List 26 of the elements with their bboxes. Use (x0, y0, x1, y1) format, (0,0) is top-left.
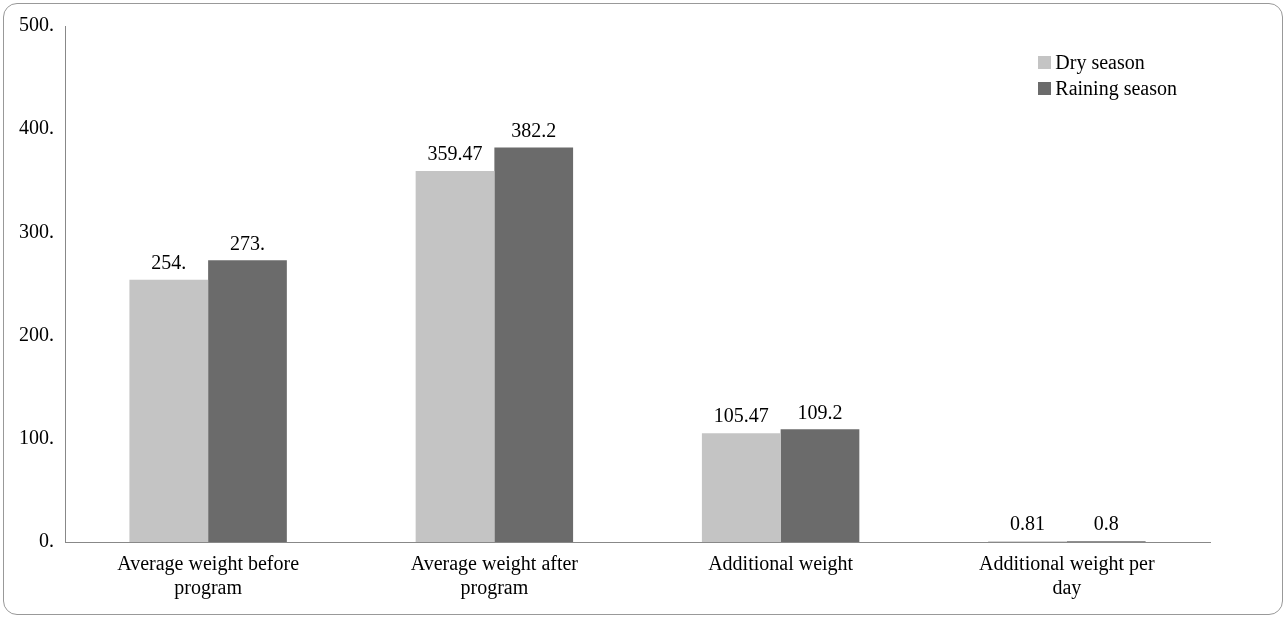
data-label: 359.47 (427, 142, 483, 165)
data-label: 0.8 (1093, 512, 1119, 535)
x-tick-label: Additional weight (708, 552, 854, 576)
bar (208, 260, 287, 542)
y-tick-label: 200. (19, 322, 54, 345)
bar (701, 433, 781, 542)
x-tick-label: Average weight before program (117, 552, 300, 600)
y-tick-label: 100. (19, 426, 54, 449)
data-label: 273. (229, 231, 265, 254)
x-tick-label: Additional weight per day (979, 552, 1155, 600)
bar (129, 279, 209, 542)
legend-label: Raining season (1055, 76, 1177, 101)
y-tick-label: 500. (19, 13, 54, 36)
legend-label: Dry season (1055, 50, 1145, 75)
y-tick-label: 400. (19, 116, 54, 139)
y-tick-label: 0. (39, 529, 54, 552)
bar (415, 171, 495, 542)
data-label: 105.47 (713, 404, 769, 427)
data-label: 254. (151, 251, 187, 274)
data-label: 0.81 (1010, 512, 1046, 535)
bar (780, 429, 860, 542)
x-tick-label: Average weight after program (410, 552, 579, 600)
data-label: 382.2 (511, 118, 557, 141)
y-tick-label: 300. (19, 219, 54, 242)
data-label: 109.2 (797, 400, 843, 423)
bar (494, 147, 574, 542)
